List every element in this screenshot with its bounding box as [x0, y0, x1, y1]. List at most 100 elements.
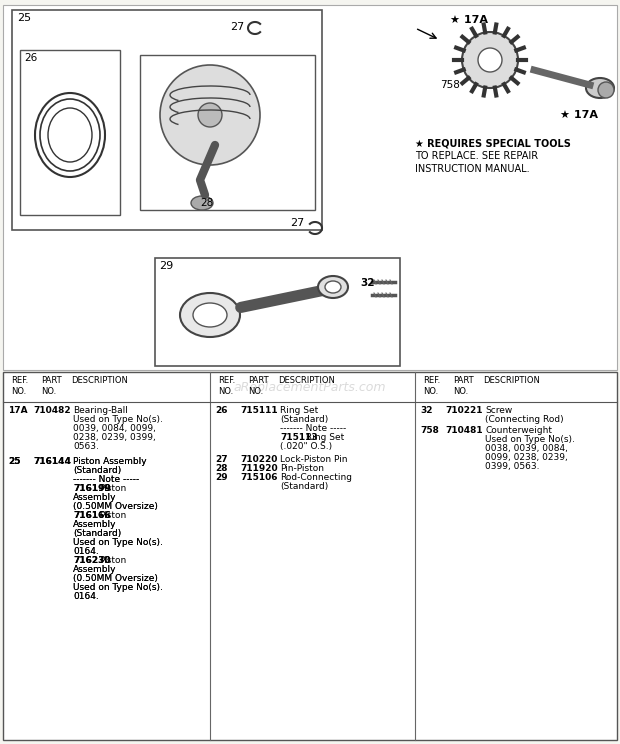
Text: (Connecting Rod): (Connecting Rod) [485, 415, 564, 424]
Text: REF.
NO.: REF. NO. [11, 376, 29, 396]
Text: 32: 32 [360, 278, 374, 288]
Circle shape [478, 48, 502, 72]
Text: Used on Type No(s).: Used on Type No(s). [73, 538, 163, 547]
Ellipse shape [586, 78, 614, 98]
Text: 711920: 711920 [240, 464, 278, 473]
Text: Assembly: Assembly [73, 493, 117, 502]
Text: INSTRUCTION MANUAL.: INSTRUCTION MANUAL. [415, 164, 529, 174]
Text: 17A: 17A [8, 406, 28, 415]
Bar [3, 5, 617, 370]
Text: DESCRIPTION: DESCRIPTION [71, 376, 128, 385]
Bar [3, 372, 617, 740]
Text: 716144: 716144 [33, 457, 71, 466]
Text: TO REPLACE. SEE REPAIR: TO REPLACE. SEE REPAIR [415, 151, 538, 161]
Text: Pin-Piston: Pin-Piston [280, 464, 324, 473]
Circle shape [598, 82, 614, 98]
Text: 0563.: 0563. [73, 442, 99, 451]
Text: 32: 32 [420, 406, 433, 415]
Bar [12, 10, 322, 230]
Text: (Standard): (Standard) [280, 482, 328, 491]
Text: Used on Type No(s).: Used on Type No(s). [73, 415, 163, 424]
Ellipse shape [318, 276, 348, 298]
Text: aReplacementParts.com: aReplacementParts.com [234, 380, 386, 394]
Text: 27: 27 [215, 455, 228, 464]
Text: 716166: 716166 [73, 511, 110, 520]
Text: Assembly: Assembly [73, 520, 117, 529]
Text: 28: 28 [215, 464, 228, 473]
Text: ★ REQUIRES SPECIAL TOOLS: ★ REQUIRES SPECIAL TOOLS [415, 138, 571, 148]
Text: Rod-Connecting: Rod-Connecting [280, 473, 352, 482]
Text: 27: 27 [290, 218, 304, 228]
Text: 758: 758 [420, 426, 439, 435]
Text: Used on Type No(s).: Used on Type No(s). [73, 538, 163, 547]
Text: Assembly: Assembly [73, 565, 117, 574]
Text: 27: 27 [230, 22, 244, 32]
Bar [140, 55, 315, 210]
Text: (0.50MM Oversize): (0.50MM Oversize) [73, 574, 158, 583]
Circle shape [198, 103, 222, 127]
Text: 716166: 716166 [73, 511, 110, 520]
Text: ------- Note -----: ------- Note ----- [73, 475, 140, 484]
Text: 0399, 0563.: 0399, 0563. [485, 462, 539, 471]
Text: 26: 26 [215, 406, 228, 415]
Text: Piston Assembly: Piston Assembly [73, 457, 146, 466]
Text: (0.50MM Oversize): (0.50MM Oversize) [73, 502, 158, 511]
Text: 29: 29 [159, 261, 173, 271]
Text: 758: 758 [440, 80, 460, 90]
Text: 0164.: 0164. [73, 547, 99, 556]
Text: ------- Note -----: ------- Note ----- [73, 475, 140, 484]
Text: DESCRIPTION: DESCRIPTION [483, 376, 540, 385]
Text: REF.
NO.: REF. NO. [423, 376, 440, 396]
Text: (Standard): (Standard) [73, 529, 122, 538]
Ellipse shape [325, 281, 341, 293]
Text: Counterweight: Counterweight [485, 426, 552, 435]
Text: PART
NO.: PART NO. [453, 376, 474, 396]
Text: Ring Set: Ring Set [306, 433, 344, 442]
Text: (0.50MM Oversize): (0.50MM Oversize) [73, 502, 158, 511]
Text: 715111: 715111 [240, 406, 278, 415]
Text: ★ 17A: ★ 17A [450, 15, 488, 25]
Text: Ring Set: Ring Set [280, 406, 318, 415]
Text: 716230: 716230 [73, 556, 110, 565]
Text: 715113: 715113 [280, 433, 317, 442]
Text: 0164.: 0164. [73, 592, 99, 601]
Circle shape [160, 65, 260, 165]
Text: 25: 25 [8, 457, 20, 466]
Ellipse shape [193, 303, 227, 327]
Text: Used on Type No(s).: Used on Type No(s). [73, 583, 163, 592]
Text: ★ 17A: ★ 17A [560, 110, 598, 120]
Bar [155, 258, 400, 366]
Text: 0164.: 0164. [73, 547, 99, 556]
Text: Piston: Piston [99, 484, 126, 493]
Text: 710220: 710220 [240, 455, 277, 464]
Text: 710482: 710482 [33, 406, 71, 415]
Text: Used on Type No(s).: Used on Type No(s). [485, 435, 575, 444]
Text: 0238, 0239, 0399,: 0238, 0239, 0399, [73, 433, 156, 442]
Ellipse shape [180, 293, 240, 337]
Text: (Standard): (Standard) [73, 466, 122, 475]
Text: 28: 28 [200, 198, 213, 208]
Text: Bearing-Ball: Bearing-Ball [73, 406, 128, 415]
Text: Assembly: Assembly [73, 565, 117, 574]
Text: (Standard): (Standard) [73, 466, 122, 475]
Circle shape [462, 32, 518, 88]
Text: 25: 25 [8, 457, 20, 466]
Text: 710221: 710221 [445, 406, 482, 415]
Text: (Standard): (Standard) [280, 415, 328, 424]
Text: PART
NO.: PART NO. [41, 376, 61, 396]
Text: Used on Type No(s).: Used on Type No(s). [73, 583, 163, 592]
Text: 715106: 715106 [240, 473, 278, 482]
Text: Piston Assembly: Piston Assembly [73, 457, 146, 466]
Text: 716199: 716199 [73, 484, 111, 493]
Text: Piston: Piston [99, 511, 126, 520]
Text: Screw: Screw [485, 406, 512, 415]
Text: 0164.: 0164. [73, 592, 99, 601]
Text: 710481: 710481 [445, 426, 482, 435]
Text: (0.50MM Oversize): (0.50MM Oversize) [73, 574, 158, 583]
Text: REF.
NO.: REF. NO. [218, 376, 235, 396]
Text: Lock-Piston Pin: Lock-Piston Pin [280, 455, 347, 464]
Text: 29: 29 [215, 473, 228, 482]
Text: (Standard): (Standard) [73, 529, 122, 538]
Text: ------- Note -----: ------- Note ----- [280, 424, 346, 433]
Ellipse shape [191, 196, 213, 210]
